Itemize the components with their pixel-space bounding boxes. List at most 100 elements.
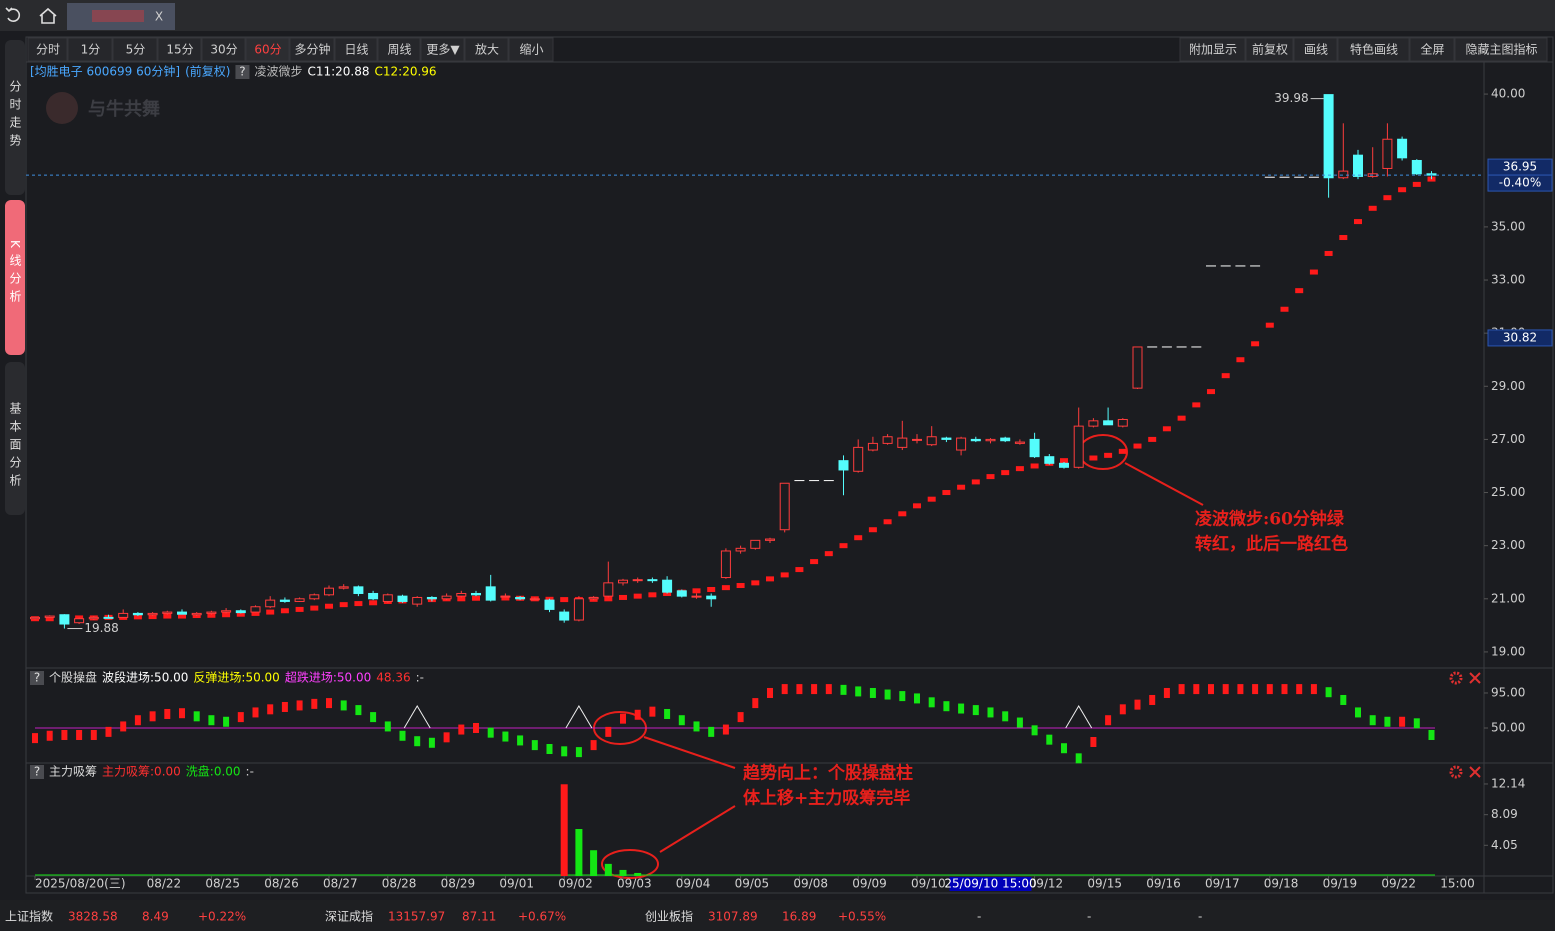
x-tick-label: 09/05 <box>735 877 770 891</box>
legend-item: 超跌进场:50.00 <box>285 670 371 685</box>
signal-triangle <box>565 705 593 729</box>
indicator-bar <box>781 684 788 695</box>
toolbar-button[interactable]: 15分 <box>166 43 193 57</box>
indicator-dash <box>1089 455 1098 461</box>
toolbar-button-bg[interactable] <box>508 37 554 62</box>
toolbar-button[interactable]: 特色画线 <box>1350 42 1398 57</box>
y-tick-label: 35.00 <box>1491 219 1525 233</box>
legend-item: 个股操盘 <box>49 670 97 685</box>
toolbar-button-bg[interactable] <box>27 37 68 62</box>
candle-body <box>177 611 187 615</box>
indicator-bar <box>693 721 700 732</box>
toolbar-button[interactable]: 全屏 <box>1420 42 1444 57</box>
bar <box>560 784 568 876</box>
indicator-bar <box>958 703 965 714</box>
y-tick-label: 95.00 <box>1491 685 1525 699</box>
candle-body <box>1338 170 1349 179</box>
toolbar-button[interactable]: 30分 <box>210 43 237 57</box>
toolbar-button-bg[interactable] <box>1179 37 1246 62</box>
indicator-bar <box>414 736 421 747</box>
indicator-dash <box>1104 452 1113 458</box>
toolbar-button[interactable]: 更多▼ <box>426 43 460 57</box>
toolbar-button-bg[interactable] <box>464 37 509 62</box>
index-pct: +0.22% <box>198 910 246 924</box>
toolbar-button-bg[interactable] <box>1409 37 1455 62</box>
annotation: 转红，此后一路红色 <box>1195 534 1348 555</box>
indicator-bar <box>76 729 83 740</box>
side-tab-label[interactable]: 分时走势 <box>8 80 22 152</box>
legend-item: 洗盘:0.00 <box>186 764 241 779</box>
toolbar-button[interactable]: 5分 <box>126 43 146 57</box>
side-tab-label[interactable]: K线分析 <box>8 240 22 308</box>
indicator-dash <box>1015 466 1024 472</box>
toolbar-button[interactable]: 放大 <box>475 42 499 57</box>
settings-icon[interactable] <box>1449 671 1463 685</box>
candle-body <box>603 582 614 597</box>
side-tab[interactable] <box>5 362 25 515</box>
toolbar-button-bg[interactable] <box>377 37 421 62</box>
status-placeholder: - <box>1087 910 1091 924</box>
home-icon[interactable] <box>39 7 57 24</box>
side-tab-label[interactable]: 基本面分析 <box>8 402 22 492</box>
toolbar-button[interactable]: 周线 <box>387 43 411 57</box>
toolbar-button-bg[interactable] <box>420 37 465 62</box>
indicator-bar <box>458 724 465 735</box>
toolbar-button-bg[interactable] <box>334 37 378 62</box>
toolbar-button[interactable]: 画线 <box>1304 43 1328 57</box>
indicator-bar <box>1149 694 1156 705</box>
toolbar-button[interactable]: 1分 <box>81 43 101 57</box>
toolbar-button[interactable]: 60分 <box>254 43 281 57</box>
toolbar-button[interactable]: 前复权 <box>1252 42 1288 57</box>
indicator-dash <box>310 605 319 611</box>
toolbar-button-bg[interactable] <box>67 37 113 62</box>
tab-close[interactable]: X <box>155 10 163 24</box>
indicator-bar <box>399 730 406 741</box>
indicator-dash <box>236 611 245 617</box>
toolbar-button[interactable]: 日线 <box>344 43 368 57</box>
toolbar-button-bg[interactable] <box>1337 37 1410 62</box>
indicator-bar <box>1222 684 1229 695</box>
toolbar-button[interactable]: 多分钟 <box>294 42 330 57</box>
toolbar-button-bg[interactable] <box>112 37 158 62</box>
candle-body <box>1323 94 1334 179</box>
indicator-bar <box>208 715 215 726</box>
toolbar-button-bg[interactable] <box>245 37 290 62</box>
indicator-bar <box>1384 716 1391 727</box>
toolbar-button[interactable]: 缩小 <box>519 42 543 57</box>
side-tab[interactable] <box>5 200 25 355</box>
x-tick-label: 09/09 <box>852 877 887 891</box>
x-tick-label: 09/19 <box>1323 877 1358 891</box>
toolbar-button-bg[interactable] <box>1245 37 1294 62</box>
candle-body <box>779 482 790 531</box>
candle-body <box>279 599 290 602</box>
settings-icon[interactable] <box>1449 765 1463 779</box>
back-icon[interactable] <box>5 7 21 22</box>
close-icon[interactable] <box>1469 672 1481 684</box>
toolbar-button-bg[interactable] <box>1293 37 1338 62</box>
candle-body <box>500 595 511 598</box>
indicator-dash <box>163 613 172 619</box>
toolbar-button[interactable]: 隐藏主图指标 <box>1465 42 1537 57</box>
toolbar-button-bg[interactable] <box>201 37 246 62</box>
close-icon[interactable] <box>1469 766 1481 778</box>
toolbar-button-bg[interactable] <box>1454 37 1548 62</box>
marker-price-box <box>1487 329 1553 347</box>
toolbar-button[interactable]: 附加显示 <box>1189 43 1237 57</box>
candle-body <box>573 598 584 621</box>
candle-body <box>382 594 393 602</box>
indicator-bar <box>149 711 156 722</box>
indicator-bar <box>1075 753 1082 764</box>
x-tick-label: 15:00 <box>1440 877 1475 891</box>
indicator-dash <box>1236 357 1245 363</box>
bar <box>619 869 627 876</box>
side-tab[interactable] <box>5 40 25 195</box>
toolbar-button[interactable]: 分时 <box>36 43 60 57</box>
candle-body <box>1411 159 1422 175</box>
toolbar-button-bg[interactable] <box>289 37 335 62</box>
legend-item: :- <box>246 765 254 779</box>
candle-body <box>632 579 643 582</box>
y-tick-label: 27.00 <box>1491 432 1525 446</box>
indicator-bar <box>1105 715 1112 726</box>
toolbar-button-bg[interactable] <box>157 37 202 62</box>
indicator-bar <box>620 713 626 724</box>
